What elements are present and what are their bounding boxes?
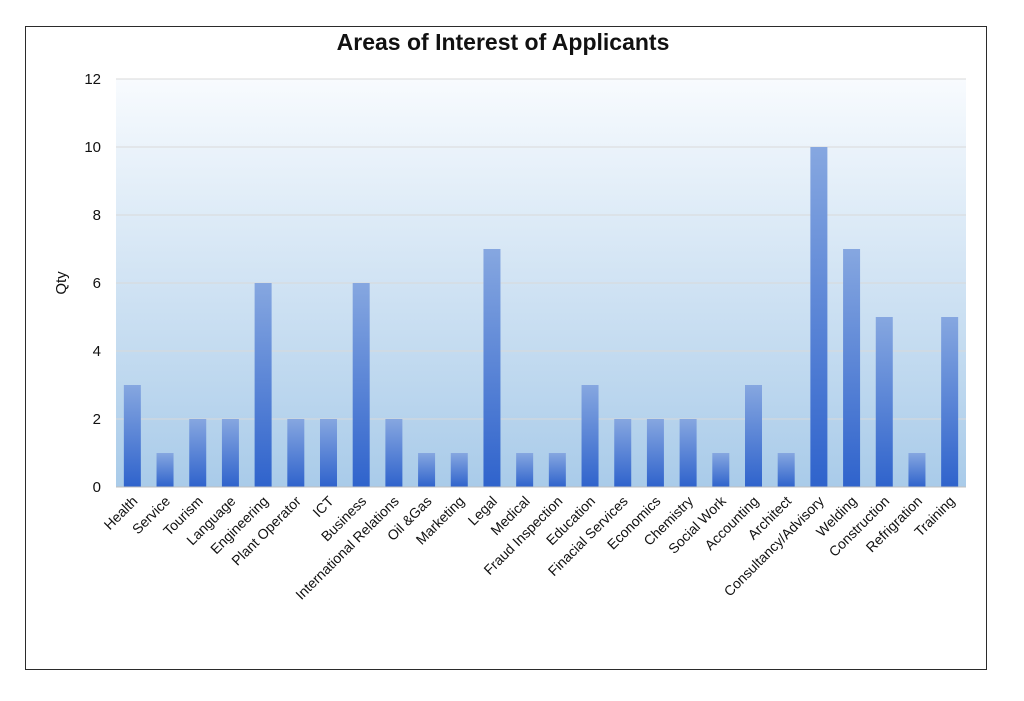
bar-ict <box>320 419 337 487</box>
bar-health <box>123 385 141 487</box>
y-axis-label: Qty <box>53 271 70 295</box>
y-axis-ticks: 0 2 4 6 8 10 12 <box>84 71 101 496</box>
x-tick-label: ICT <box>309 492 337 520</box>
x-axis-labels: HealthServiceTourismLanguageEngineeringP… <box>101 492 958 603</box>
chart-title: Areas of Interest of Applicants <box>337 29 670 55</box>
y-tick-label: 8 <box>93 207 101 224</box>
bar-accounting <box>745 385 762 487</box>
bar-welding <box>843 249 861 487</box>
bar-chemistry <box>679 419 697 487</box>
y-tick-label: 0 <box>93 479 101 496</box>
bar-finacial-services <box>614 419 632 487</box>
bar-oil-gas <box>418 453 436 487</box>
bar-language <box>221 419 239 487</box>
bar-engineering <box>254 283 272 487</box>
bar-education <box>581 385 599 487</box>
y-tick-label: 6 <box>93 275 101 292</box>
y-tick-label: 10 <box>84 139 101 156</box>
bar-business <box>352 283 370 487</box>
bar-international-relations <box>385 419 403 487</box>
y-tick-label: 4 <box>93 343 101 360</box>
bar-architect <box>777 453 795 487</box>
bar-medical <box>516 453 534 487</box>
bar-plant-operator <box>287 419 305 487</box>
y-tick-label: 12 <box>84 71 101 88</box>
bar-economics <box>646 419 664 487</box>
bar-training <box>941 317 959 487</box>
bar-tourism <box>189 419 207 487</box>
bar-marketing <box>450 453 468 487</box>
y-tick-label: 2 <box>93 411 101 428</box>
bar-fraud-inspection <box>548 453 566 487</box>
bar-construction <box>875 317 893 487</box>
bars <box>123 147 959 487</box>
bar-refrigration <box>908 453 926 487</box>
bar-consultancy-advisory <box>810 147 828 487</box>
bar-service <box>156 453 174 487</box>
bar-legal <box>483 249 501 487</box>
bar-social-work <box>712 453 730 487</box>
